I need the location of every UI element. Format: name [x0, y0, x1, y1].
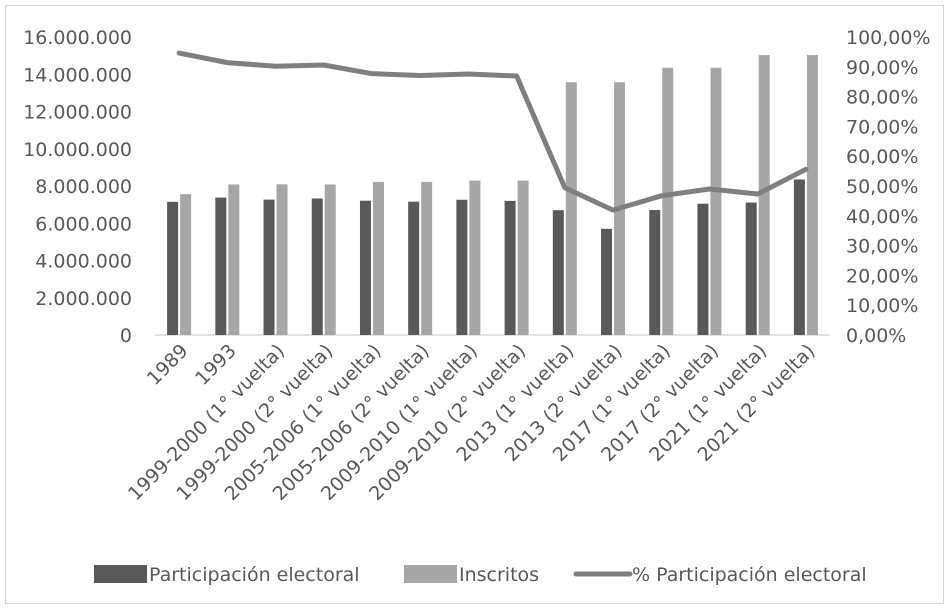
right-tick-label: 0,00% [846, 325, 906, 347]
legend-label: Participación electoral [149, 564, 360, 586]
bar-inscritos [372, 181, 384, 335]
bar-inscritos [276, 184, 288, 335]
x-tick-label: 1989 [143, 340, 193, 390]
bar-participacion [311, 198, 323, 335]
bar-inscritos [662, 67, 674, 335]
bar-inscritos [710, 67, 722, 335]
bar-inscritos [469, 180, 481, 335]
bar-participacion [504, 200, 516, 335]
bar-participacion [167, 201, 179, 335]
left-tick-label: 8.000.000 [35, 176, 132, 198]
legend: Participación electoral Inscritos % Partic… [94, 564, 867, 586]
bar-participacion [601, 228, 613, 335]
right-tick-label: 40,00% [846, 206, 918, 228]
left-axis: 0 2.000.000 4.000.000 6.000.000 8.000.000 10.… [23, 27, 132, 347]
right-tick-label: 70,00% [846, 116, 918, 138]
right-tick-label: 30,00% [846, 236, 918, 258]
right-tick-label: 80,00% [846, 87, 918, 109]
bar-participacion [359, 200, 371, 335]
bar-participacion [215, 197, 227, 335]
bar-participacion [408, 201, 420, 335]
bar-inscritos [421, 181, 433, 335]
bar-participacion [456, 199, 468, 335]
bar-participacion [697, 203, 709, 335]
participation-line [176, 50, 809, 213]
right-tick-label: 10,00% [846, 295, 918, 317]
right-tick-label: 20,00% [846, 265, 918, 287]
bars [167, 55, 818, 335]
bar-participacion [552, 210, 564, 335]
left-tick-label: 2.000.000 [35, 288, 132, 310]
bar-participacion [793, 179, 805, 335]
right-tick-label: 60,00% [846, 146, 918, 168]
left-tick-label: 10.000.000 [23, 139, 132, 161]
bar-participacion [745, 202, 757, 335]
bar-inscritos [324, 184, 336, 335]
bar-inscritos [180, 194, 192, 335]
left-tick-label: 14.000.000 [23, 64, 132, 86]
left-tick-label: 0 [120, 325, 132, 347]
bar-inscritos [565, 82, 577, 335]
bar-inscritos [758, 55, 770, 335]
right-tick-label: 90,00% [846, 57, 918, 79]
legend-label: % Participación electoral [632, 564, 867, 586]
bar-inscritos [806, 55, 818, 335]
bar-participacion [263, 199, 275, 335]
left-tick-label: 6.000.000 [35, 213, 132, 235]
left-tick-label: 16.000.000 [23, 27, 132, 49]
line-series [176, 50, 809, 213]
left-tick-label: 4.000.000 [35, 251, 132, 273]
bar-inscritos [517, 180, 529, 335]
bar-participacion [649, 210, 661, 335]
bar-inscritos [228, 184, 240, 335]
right-tick-label: 100,00% [846, 27, 931, 49]
legend-swatch [94, 565, 147, 583]
right-axis: 0,00% 10,00% 20,00% 30,00% 40,00% 50,00% 60,00… [846, 27, 931, 347]
right-tick-label: 50,00% [846, 176, 918, 198]
left-tick-label: 12.000.000 [23, 102, 132, 124]
legend-label: Inscritos [459, 564, 539, 586]
legend-swatch [404, 565, 457, 583]
